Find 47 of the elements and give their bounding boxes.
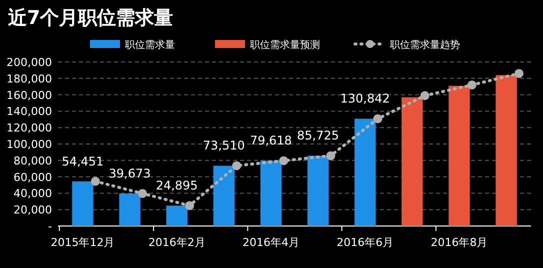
y-tick-label: 180,000 [6, 72, 52, 86]
data-label: 85,725 [297, 128, 340, 143]
bar [402, 97, 423, 226]
point [326, 151, 336, 160]
bar [260, 160, 282, 226]
data-label: 130,842 [340, 92, 390, 106]
bar [119, 193, 140, 226]
point [467, 80, 476, 90]
legend-label: 职位需求量趋势 [390, 39, 460, 51]
legend-label: 职位需求量预测 [250, 39, 320, 51]
bar [72, 181, 94, 226]
point [90, 176, 100, 186]
y-tick-label: 40,000 [14, 187, 52, 200]
data-label: 79,618 [250, 134, 292, 148]
bar [213, 166, 234, 226]
y-tick-label: 20,000 [14, 204, 52, 217]
legend-label: 职位需求量 [125, 39, 175, 51]
y-tick-label: 140,000 [6, 105, 52, 118]
y-tick-label: 80,000 [14, 154, 52, 168]
point [138, 188, 147, 198]
data-label: 24,895 [156, 178, 198, 193]
data-label: 73,510 [202, 138, 245, 153]
x-tick-label: 2015年12月 [50, 236, 115, 249]
y-tick-label: 60,000 [14, 170, 52, 184]
bar [496, 75, 517, 226]
bar [354, 118, 376, 226]
point [185, 201, 194, 210]
data-label: 39,673 [108, 166, 151, 180]
point [232, 161, 242, 170]
point [514, 68, 524, 78]
point [420, 91, 430, 100]
y-tick-label: 100,000 [6, 138, 52, 151]
point [373, 114, 382, 124]
y-tick-label: 120,000 [6, 122, 52, 135]
x-tick-label: 2016年6月 [336, 236, 394, 249]
chart-title: 近7个月职位需求量 [7, 7, 174, 29]
y-tick-label: 200,000 [6, 56, 52, 69]
bar [166, 206, 188, 226]
point [279, 156, 288, 166]
bar [448, 86, 470, 226]
data-label: 54,451 [62, 154, 104, 168]
x-tick-label: 2016年4月 [242, 236, 300, 249]
x-tick-label: 2016年8月 [430, 236, 488, 249]
y-tick-label: 160,000 [6, 88, 52, 102]
y-tick-label: - [48, 220, 52, 233]
bar [307, 156, 329, 226]
x-tick-label: 2016年2月 [148, 236, 206, 249]
